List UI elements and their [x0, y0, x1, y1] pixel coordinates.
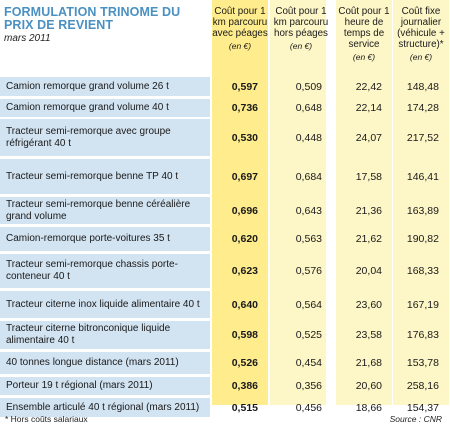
column-header-4: Coût fixe journalier (véhicule + structu…	[393, 6, 449, 63]
column-header-label: Coût fixe journalier (véhicule + structu…	[397, 6, 445, 50]
footnote: * Hors coûts salariaux	[5, 414, 88, 424]
row-value-col-4: 176,83	[406, 329, 439, 341]
row-value-col-1: 0,620	[231, 233, 258, 245]
row-label: Camion remorque grand volume 26 t	[0, 77, 210, 96]
row-value-col-1: 0,386	[231, 380, 258, 392]
source-note: Source : CNR	[389, 414, 442, 424]
column-4-background	[393, 0, 449, 405]
row-value-col-2: 0,356	[295, 380, 322, 392]
row-value-col-4: 154,37	[406, 401, 439, 414]
table-row: Tracteur semi-remorque benne céréalière …	[0, 197, 450, 224]
column-header-label: Coût pour 1 heure de temps de service	[338, 6, 390, 50]
row-value-col-3: 23,58	[355, 329, 382, 341]
row-value-col-3: 22,42	[355, 80, 382, 93]
row-value-col-3: 21,62	[355, 233, 382, 245]
row-label: Porteur 19 t régional (mars 2011)	[0, 377, 210, 395]
column-header-unit: (en €)	[352, 52, 376, 62]
table-row: Tracteur semi-remorque avec groupe réfri…	[0, 119, 450, 156]
column-header-3: Coût pour 1 heure de temps de service (en…	[336, 6, 392, 63]
row-value-col-2: 0,456	[295, 401, 322, 414]
column-header-1: Coût pour 1 km parcouru avec péages (en €…	[212, 6, 268, 52]
row-label: Tracteur semi-remorque avec groupe réfri…	[0, 119, 210, 156]
row-value-col-3: 20,04	[355, 265, 382, 277]
row-value-col-2: 0,448	[295, 131, 322, 144]
row-value-col-3: 24,07	[355, 131, 382, 144]
column-1-background	[212, 0, 268, 405]
row-value-col-2: 0,525	[295, 329, 322, 341]
row-label: Camion-remorque porte-voitures 35 t	[0, 227, 210, 251]
row-value-col-1: 0,640	[231, 298, 258, 311]
table-row: Camion remorque grand volume 26 t 0,597 0,…	[0, 77, 450, 96]
row-value-col-2: 0,643	[295, 204, 322, 217]
table-row: Camion-remorque porte-voitures 35 t 0,620…	[0, 227, 450, 251]
column-header-label: Coût pour 1 km parcouru hors péages	[273, 6, 329, 39]
column-header-2: Coût pour 1 km parcouru hors péages (en €…	[270, 6, 332, 52]
row-value-col-1: 0,526	[231, 357, 258, 369]
column-header-unit: (en €)	[409, 52, 433, 62]
row-label: Tracteur citerne bitronconique liquide a…	[0, 321, 210, 349]
row-value-col-2: 0,576	[295, 265, 322, 277]
row-value-col-3: 22,14	[355, 102, 382, 114]
row-label: Tracteur semi-remorque benne céréalière …	[0, 197, 210, 224]
row-value-col-1: 0,697	[231, 170, 258, 183]
table-title: FORMULATION TRINOME DU PRIX DE REVIENT m…	[4, 5, 209, 45]
row-value-col-1: 0,530	[231, 131, 258, 144]
row-value-col-4: 146,41	[406, 170, 439, 183]
row-value-col-4: 217,52	[406, 131, 439, 144]
table-row: Tracteur citerne inox liquide alimentair…	[0, 291, 450, 318]
row-label: Tracteur citerne inox liquide alimentair…	[0, 291, 210, 318]
row-value-col-1: 0,623	[231, 265, 258, 277]
row-value-col-3: 21,36	[355, 204, 382, 217]
row-label: Tracteur semi-remorque benne TP 40 t	[0, 159, 210, 194]
table-row: Tracteur semi-remorque chassis porte-con…	[0, 254, 450, 288]
row-value-col-4: 258,16	[406, 380, 439, 392]
column-2-background	[270, 0, 326, 405]
title-heading: FORMULATION TRINOME DU PRIX DE REVIENT	[4, 5, 181, 32]
row-value-col-2: 0,563	[295, 233, 322, 245]
row-value-col-4: 153,78	[406, 357, 439, 369]
row-value-col-3: 17,58	[355, 170, 382, 183]
column-header-unit: (en €)	[289, 41, 313, 51]
row-value-col-2: 0,684	[295, 170, 322, 183]
row-label: 40 tonnes longue distance (mars 2011)	[0, 352, 210, 374]
row-value-col-3: 23,60	[355, 298, 382, 311]
row-value-col-2: 0,564	[295, 298, 322, 311]
row-label: Tracteur semi-remorque chassis porte-con…	[0, 254, 210, 288]
row-value-col-2: 0,509	[295, 80, 322, 93]
column-3-background	[336, 0, 392, 405]
row-value-col-1: 0,696	[231, 204, 258, 217]
row-value-col-3: 21,68	[355, 357, 382, 369]
row-value-col-2: 0,454	[295, 357, 322, 369]
table-row: Tracteur semi-remorque benne TP 40 t 0,69…	[0, 159, 450, 194]
row-value-col-3: 18,66	[355, 401, 382, 414]
row-value-col-2: 0,648	[295, 102, 322, 114]
row-value-col-4: 167,19	[406, 298, 439, 311]
table-row: Tracteur citerne bitronconique liquide a…	[0, 321, 450, 349]
column-header-label: Coût pour 1 km parcouru avec péages	[212, 6, 268, 39]
title-date: mars 2011	[4, 33, 51, 44]
row-value-col-1: 0,736	[231, 102, 258, 114]
row-value-col-4: 163,89	[406, 204, 439, 217]
row-label: Camion remorque grand volume 40 t	[0, 99, 210, 117]
row-value-col-4: 168,33	[406, 265, 439, 277]
row-value-col-1: 0,598	[231, 329, 258, 341]
row-label: Ensemble articulé 40 t régional (mars 20…	[0, 398, 210, 417]
row-value-col-4: 174,28	[406, 102, 439, 114]
table-row: Ensemble articulé 40 t régional (mars 20…	[0, 398, 450, 417]
row-value-col-1: 0,515	[231, 401, 258, 414]
column-header-unit: (en €)	[228, 41, 252, 51]
table-row: 40 tonnes longue distance (mars 2011) 0,5…	[0, 352, 450, 374]
table-row: Camion remorque grand volume 40 t 0,736 0,…	[0, 99, 450, 117]
row-value-col-4: 148,48	[406, 80, 439, 93]
row-value-col-4: 190,82	[406, 233, 439, 245]
table-row: Porteur 19 t régional (mars 2011) 0,386 0,…	[0, 377, 450, 395]
row-value-col-3: 20,60	[355, 380, 382, 392]
row-value-col-1: 0,597	[231, 80, 258, 93]
